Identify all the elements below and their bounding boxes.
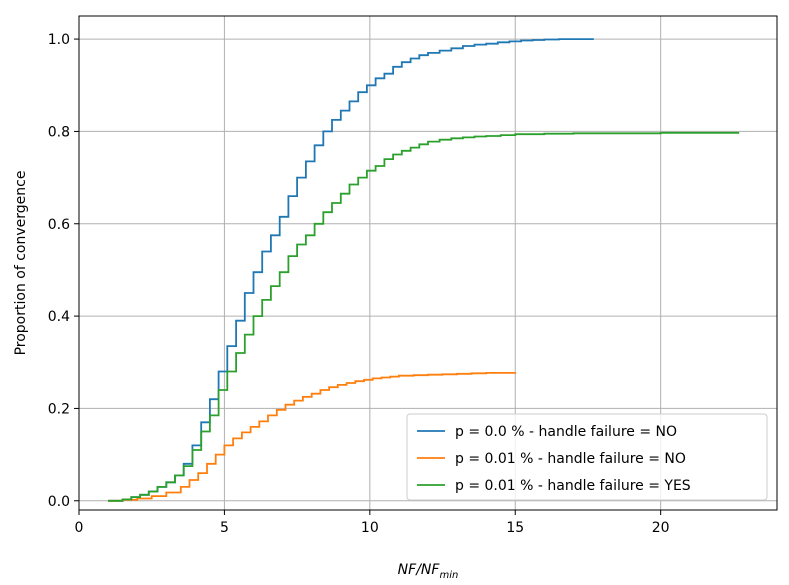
legend: p = 0.0 % - handle failure = NO p = 0.01 …: [406, 413, 768, 501]
y-tick-label: 0.0: [48, 494, 70, 510]
plot-frame: [78, 15, 778, 511]
y-tick-label: 0.6: [48, 217, 70, 233]
x-axis-label-main: NF/NF: [398, 562, 441, 578]
x-tick-label: 15: [506, 520, 524, 536]
x-axis-label: NF/NFmin: [398, 562, 459, 581]
y-ticks: 0.0 0.2 0.4 0.6 0.8 1.0: [48, 32, 79, 510]
y-axis-label: Proportion of convergence: [13, 171, 29, 356]
x-ticks: 0 5 10 15 20: [75, 510, 670, 536]
legend-box: [406, 413, 768, 501]
legend-label-0: p = 0.0 % - handle failure = NO: [455, 424, 677, 440]
x-tick-label: 10: [361, 520, 379, 536]
x-tick-label: 0: [75, 520, 84, 536]
x-tick-label: 5: [220, 520, 229, 536]
series-line-1: [108, 372, 517, 502]
legend-label-1: p = 0.01 % - handle failure = NO: [455, 451, 686, 467]
legend-label-2: p = 0.01 % - handle failure = YES: [455, 478, 691, 494]
y-tick-label: 1.0: [48, 32, 70, 48]
series-line-2: [108, 131, 740, 502]
x-tick-label: 20: [652, 520, 670, 536]
series-line-0: [108, 38, 594, 502]
grid-lines: [78, 16, 777, 510]
y-tick-label: 0.8: [48, 124, 70, 140]
y-tick-label: 0.4: [48, 309, 70, 325]
series-lines: [108, 38, 740, 502]
y-tick-label: 0.2: [48, 401, 70, 417]
x-axis-label-subscript: min: [439, 570, 458, 581]
